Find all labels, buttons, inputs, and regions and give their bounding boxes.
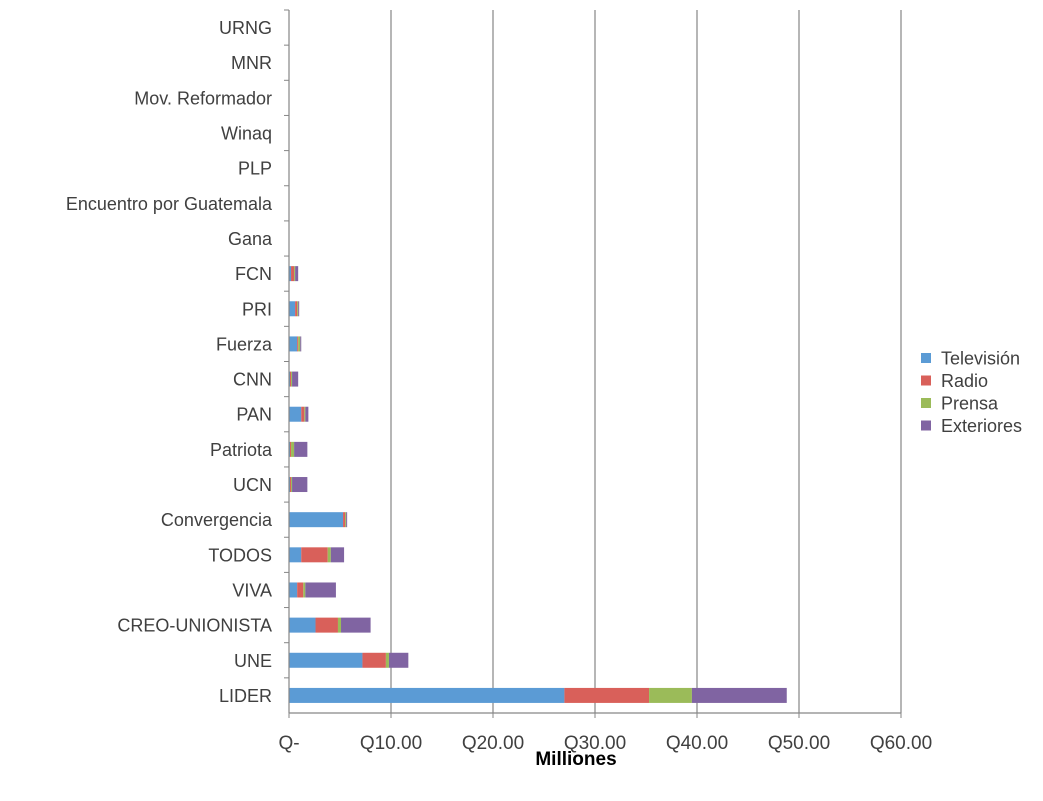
- bar-segment: [343, 512, 346, 528]
- legend-label: Exteriores: [941, 416, 1022, 436]
- category-label: Winaq: [221, 124, 272, 144]
- category-label: MNR: [231, 53, 272, 73]
- bar-segment: [303, 582, 306, 598]
- legend-label: Televisión: [941, 349, 1020, 369]
- bar-segment: [289, 301, 296, 317]
- bar-segment: [291, 266, 295, 282]
- bar-segment: [289, 512, 344, 528]
- category-label: URNG: [219, 18, 272, 38]
- bar-segment: [301, 406, 305, 422]
- bar-segment: [315, 617, 338, 633]
- bar-segment: [291, 477, 293, 493]
- bar-segment: [290, 477, 292, 493]
- bars: [289, 266, 787, 703]
- bar-segment: [290, 371, 292, 387]
- bar-segment: [292, 371, 299, 387]
- bar-segment: [330, 547, 345, 563]
- bar-segment: [341, 617, 371, 633]
- x-tick-labels: Q- Q10.00 Q20.00 Q30.00 Q40.00 Q50.00 Q60.00: [278, 733, 932, 754]
- bar-segment: [297, 582, 304, 598]
- category-label: Fuerza: [216, 334, 273, 354]
- bar-segment: [564, 687, 650, 703]
- x-tick-label: Q40.00: [666, 733, 728, 754]
- bar-segment: [289, 336, 298, 352]
- bar-segment: [290, 441, 292, 457]
- category-label: PAN: [236, 405, 272, 425]
- category-label: Encuentro por Guatemala: [66, 194, 273, 214]
- legend-label: Radio: [941, 371, 988, 391]
- bar-segment: [295, 266, 299, 282]
- bar-segment: [295, 301, 298, 317]
- x-tick-label: Q20.00: [462, 733, 524, 754]
- category-label: PLP: [238, 159, 272, 179]
- x-tick-label: Q10.00: [360, 733, 422, 754]
- x-tick-label: Q60.00: [870, 733, 932, 754]
- bar-segment: [291, 371, 293, 387]
- legend-swatch: [921, 375, 931, 386]
- category-label: UNE: [234, 651, 272, 671]
- bar-segment: [300, 336, 302, 352]
- axes: [284, 9, 902, 718]
- bar-segment: [298, 301, 300, 317]
- category-label: FCN: [235, 264, 272, 284]
- bar-segment: [294, 266, 296, 282]
- category-label: TODOS: [208, 545, 272, 565]
- bar-segment: [362, 652, 386, 668]
- bar-segment: [345, 512, 347, 528]
- bar-segment: [297, 301, 299, 317]
- category-label: Gana: [228, 229, 273, 249]
- bar-segment: [292, 477, 308, 493]
- bar-segment: [289, 406, 302, 422]
- bar-segment: [385, 652, 389, 668]
- category-label: CNN: [233, 370, 272, 390]
- x-tick-label: Q30.00: [564, 733, 626, 754]
- category-label: LIDER: [219, 686, 272, 706]
- bar-segment: [289, 266, 292, 282]
- category-label: Convergencia: [161, 510, 273, 530]
- bar-segment: [289, 652, 363, 668]
- bar-segment: [289, 617, 316, 633]
- bar-segment: [337, 617, 342, 633]
- x-tick-label: Q50.00: [768, 733, 830, 754]
- legend-swatch: [921, 398, 931, 408]
- bar-segment: [289, 687, 565, 703]
- gridlines: [390, 10, 902, 713]
- bar-segment: [346, 512, 348, 528]
- category-label: CREO-UNIONISTA: [117, 616, 272, 636]
- bar-segment: [301, 547, 328, 563]
- legend-swatch: [921, 420, 931, 431]
- bar-segment: [304, 406, 306, 422]
- bar-segment: [388, 652, 409, 668]
- bar-segment: [649, 687, 692, 703]
- bar-segment: [305, 582, 336, 598]
- bar-segment: [298, 336, 301, 352]
- category-label: Patriota: [210, 440, 273, 460]
- category-labels: LIDER UNE CREO-UNIONISTA VIVA TODOS Convergen…: [66, 18, 273, 706]
- legend-swatch: [921, 353, 931, 363]
- bar-segment: [291, 441, 295, 457]
- bar-segment: [305, 406, 309, 422]
- bar-segment: [294, 441, 308, 457]
- category-label: PRI: [242, 299, 272, 319]
- category-label: Mov. Reformador: [134, 88, 272, 108]
- category-label: VIVA: [232, 580, 272, 600]
- bar-segment: [327, 547, 331, 563]
- legend-label: Prensa: [941, 394, 999, 414]
- bar-segment: [297, 336, 299, 352]
- x-axis-title: Milliones: [535, 749, 616, 770]
- bar-segment: [289, 582, 298, 598]
- category-label: UCN: [233, 475, 272, 495]
- x-tick-label: Q-: [278, 733, 299, 754]
- bar-segment: [289, 547, 302, 563]
- bar-segment: [691, 687, 787, 703]
